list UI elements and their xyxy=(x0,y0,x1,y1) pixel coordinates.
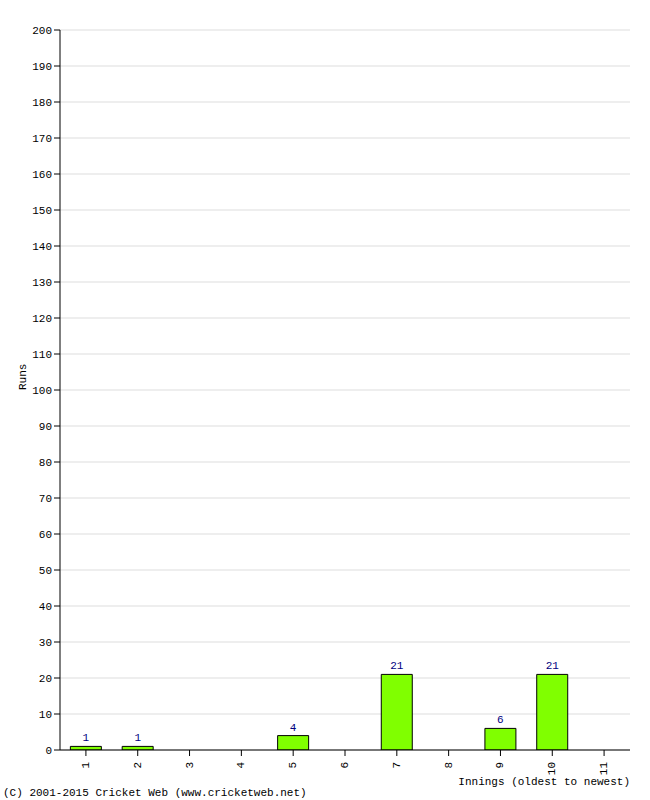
svg-text:11: 11 xyxy=(598,762,610,776)
svg-text:1: 1 xyxy=(80,762,92,769)
html-text:(C) 2001-2015 Cricket Web (www: (C) 2001-2015 Cricket Web (www.cricketwe… xyxy=(3,787,307,799)
svg-text:10: 10 xyxy=(546,762,558,775)
svg-text:2: 2 xyxy=(132,762,144,769)
svg-text:21: 21 xyxy=(390,660,404,672)
svg-text:120: 120 xyxy=(32,313,52,325)
svg-text:160: 160 xyxy=(32,169,52,181)
svg-text:200: 200 xyxy=(32,25,52,37)
svg-text:6: 6 xyxy=(339,762,351,769)
svg-text:9: 9 xyxy=(494,762,506,769)
svg-text:1: 1 xyxy=(83,732,90,744)
svg-text:Runs: Runs xyxy=(17,364,29,390)
svg-text:90: 90 xyxy=(39,421,52,433)
svg-text:8: 8 xyxy=(443,762,455,769)
svg-text:130: 130 xyxy=(32,277,52,289)
svg-text:100: 100 xyxy=(32,385,52,397)
html-text:Innings (oldest to newest): Innings (oldest to newest) xyxy=(458,776,630,788)
svg-text:21: 21 xyxy=(546,660,560,672)
svg-text:70: 70 xyxy=(39,493,52,505)
svg-text:50: 50 xyxy=(39,565,52,577)
svg-text:80: 80 xyxy=(39,457,52,469)
svg-text:170: 170 xyxy=(32,133,52,145)
svg-text:4: 4 xyxy=(235,762,247,769)
svg-text:190: 190 xyxy=(32,61,52,73)
svg-text:3: 3 xyxy=(184,762,196,769)
svg-text:150: 150 xyxy=(32,205,52,217)
svg-text:140: 140 xyxy=(32,241,52,253)
svg-text:0: 0 xyxy=(45,745,52,757)
svg-text:7: 7 xyxy=(391,762,403,769)
svg-text:60: 60 xyxy=(39,529,52,541)
svg-text:110: 110 xyxy=(32,349,52,361)
svg-text:30: 30 xyxy=(39,637,52,649)
svg-text:10: 10 xyxy=(39,709,52,721)
svg-text:180: 180 xyxy=(32,97,52,109)
svg-text:5: 5 xyxy=(287,762,299,769)
svg-text:4: 4 xyxy=(290,722,297,734)
svg-text:1: 1 xyxy=(134,732,141,744)
svg-text:6: 6 xyxy=(497,714,504,726)
svg-text:20: 20 xyxy=(39,673,52,685)
svg-text:40: 40 xyxy=(39,601,52,613)
